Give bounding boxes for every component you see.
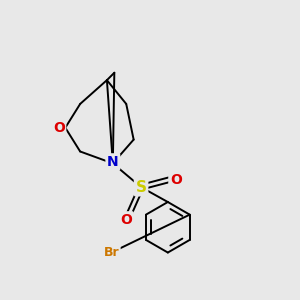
Text: S: S <box>136 180 147 195</box>
Text: O: O <box>120 213 132 227</box>
Text: Br: Br <box>103 246 119 259</box>
Text: O: O <box>170 173 182 187</box>
Text: O: O <box>53 121 65 135</box>
Text: N: N <box>107 155 119 169</box>
